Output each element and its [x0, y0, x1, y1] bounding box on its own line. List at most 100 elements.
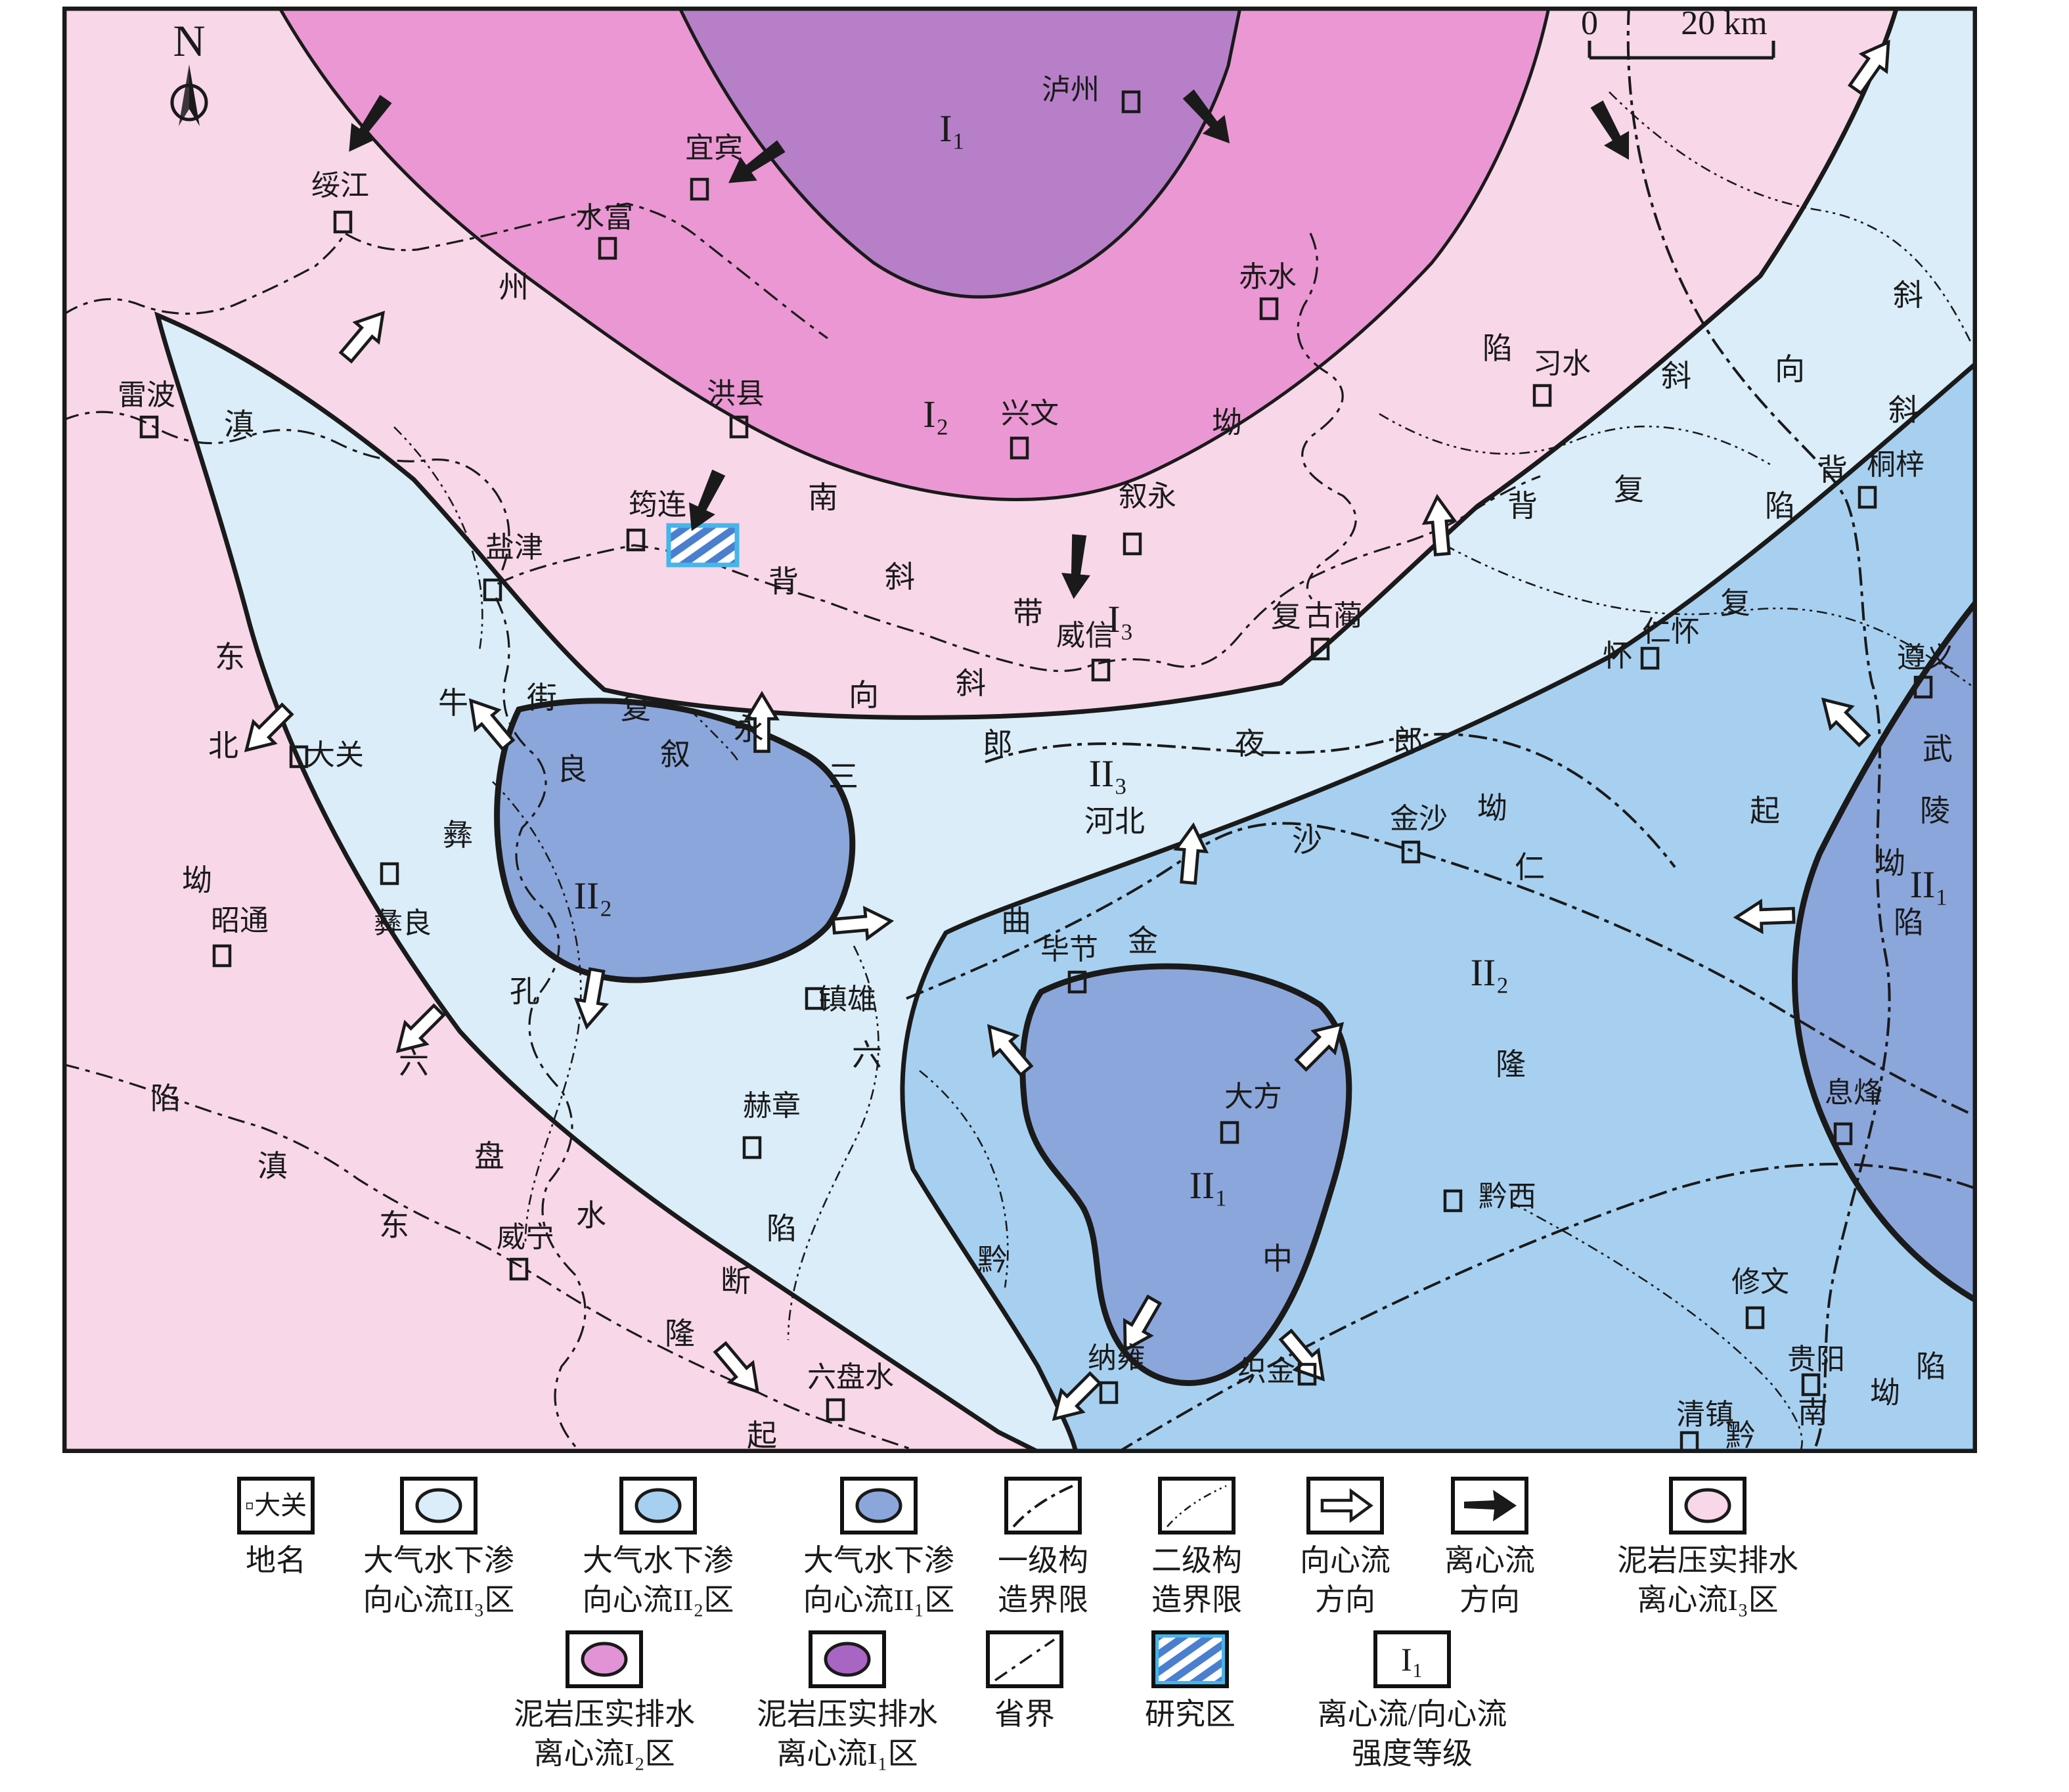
legend-label-line: 一级构	[998, 1544, 1088, 1577]
city-label: 镇雄	[818, 983, 876, 1016]
terrain-label: 滇	[224, 408, 254, 441]
terrain-label: 断	[721, 1265, 751, 1298]
city-marker	[1010, 436, 1029, 460]
legend-symbol-box	[1004, 1477, 1082, 1534]
legend-symbol-box	[619, 1477, 697, 1534]
city-雷波: 雷波	[118, 379, 175, 439]
terrain-label: 陷	[1916, 1350, 1946, 1383]
legend-symbol-box	[566, 1630, 643, 1688]
legend-label-line: 泥岩压实排水	[1617, 1544, 1798, 1577]
city-label: 习水	[1533, 347, 1591, 380]
terrain-label: 金	[1128, 924, 1158, 958]
city-label: 兴文	[1001, 397, 1059, 430]
legend-label-line: 向心流II₂区	[582, 1582, 734, 1617]
terrain-label: 叙	[660, 738, 690, 771]
city-叙永: 叙永	[1119, 480, 1176, 556]
map-frame	[62, 7, 1977, 1453]
city-label: 威宁	[497, 1221, 554, 1253]
city-marker	[1745, 1306, 1765, 1330]
zone-grade-label: II₂	[574, 874, 613, 917]
city-黔西: 黔西	[1443, 1180, 1536, 1213]
city-label: 雷波	[118, 379, 175, 411]
terrain-label: 背	[1507, 489, 1538, 523]
terrain-label: 斜	[1888, 393, 1919, 427]
city-label: 宜宾	[685, 132, 743, 164]
first-order-boundary-icon	[1012, 1485, 1073, 1528]
legend-label-line: 强度等级	[1352, 1736, 1473, 1770]
legend-label-line: 向心流II₁区	[803, 1582, 955, 1617]
terrain-label: 向	[849, 679, 879, 712]
terrain-label: 北	[208, 729, 238, 763]
terrain-label: 滇	[257, 1150, 288, 1183]
city-label: 赤水	[1239, 261, 1297, 293]
centripetal-arrow-icon	[1320, 1488, 1373, 1523]
legend-label-line: 大气水下渗	[803, 1544, 954, 1577]
legend-label-line: 向心流II₃区	[363, 1582, 515, 1617]
city-水富: 水富	[575, 202, 633, 260]
legend-symbol-box: ▫大关	[237, 1477, 315, 1534]
legend-symbol-box	[840, 1477, 918, 1534]
centrifugal-arrow-icon	[1464, 1490, 1517, 1521]
terrain-label: 坳	[1870, 1376, 1900, 1410]
city-label: 泸州	[1042, 74, 1100, 106]
legend-grade-sample: I₁	[1400, 1641, 1424, 1678]
terrain-label: 坳	[1212, 406, 1242, 439]
city-威信: 威信	[1056, 619, 1114, 682]
city-兴文: 兴文	[1001, 397, 1059, 460]
city-威宁: 威宁	[497, 1221, 554, 1281]
city-昭通: 昭通	[211, 905, 269, 968]
city-彝良: 彝良	[374, 862, 432, 939]
province-boundary-icon	[994, 1638, 1055, 1682]
city-marker	[1123, 532, 1142, 556]
city-marker	[1801, 1373, 1821, 1397]
city-赤水: 赤水	[1239, 261, 1297, 321]
legend-label-line: 离心流/向心流	[1317, 1697, 1507, 1731]
terrain-label: 河北	[1084, 805, 1145, 838]
city-织金: 织金	[1237, 1355, 1317, 1387]
terrain-label: 陷	[1894, 906, 1924, 939]
terrain-label: 曲	[1001, 905, 1031, 938]
terrain-label: 斜	[1893, 279, 1923, 312]
terrain-label: 永	[734, 713, 764, 746]
north-label: N	[173, 16, 206, 66]
terrain-label: 黔	[1725, 1419, 1756, 1452]
city-label: 洪县	[707, 378, 765, 410]
legend-label-line: 二级构	[1151, 1544, 1242, 1577]
city-label: 纳雍	[1088, 1342, 1146, 1374]
city-marker	[1640, 646, 1660, 670]
legend-symbol-box	[986, 1630, 1063, 1688]
zone-grade-label: II₂	[1471, 951, 1509, 994]
terrain-label: 斜	[885, 560, 915, 594]
city-marker	[1121, 90, 1141, 114]
terrain-label: 水	[576, 1199, 606, 1232]
city-marker	[1091, 658, 1111, 682]
city-label: 黔西	[1479, 1180, 1536, 1213]
scale-zero: 0	[1581, 7, 1598, 42]
city-marker	[1297, 1362, 1317, 1386]
city-label: 彝良	[374, 907, 432, 939]
city-label: 织金	[1237, 1355, 1295, 1387]
zone-ii2-west-blob	[494, 698, 856, 983]
legend-item-line1: 一级构 造界限	[892, 1477, 1194, 1620]
city-marker	[212, 944, 232, 968]
legend-zone-swatch	[855, 1488, 902, 1523]
terrain-label: 良	[557, 753, 587, 786]
city-大关: 大关	[289, 739, 364, 771]
terrain-label: 陷	[1765, 489, 1795, 523]
terrain-label: 带	[1013, 596, 1043, 630]
terrain-label: 复	[1614, 473, 1644, 506]
study-area-swatch	[1155, 1634, 1226, 1685]
terrain-label: 夜	[1235, 727, 1265, 761]
terrain-label: 孔	[510, 975, 540, 1008]
legend-zone-swatch	[581, 1642, 628, 1677]
city-毕节: 毕节	[1040, 933, 1098, 994]
city-marker	[742, 1136, 762, 1159]
legend-symbol-box	[1306, 1477, 1384, 1534]
scale-bar	[1588, 41, 1775, 60]
terrain-label: 坳	[1875, 847, 1905, 880]
city-遵义: 遵义	[1897, 642, 1955, 699]
city-marker	[1858, 485, 1877, 509]
terrain-label: 复	[1271, 600, 1301, 633]
legend-zone-swatch	[634, 1488, 682, 1523]
